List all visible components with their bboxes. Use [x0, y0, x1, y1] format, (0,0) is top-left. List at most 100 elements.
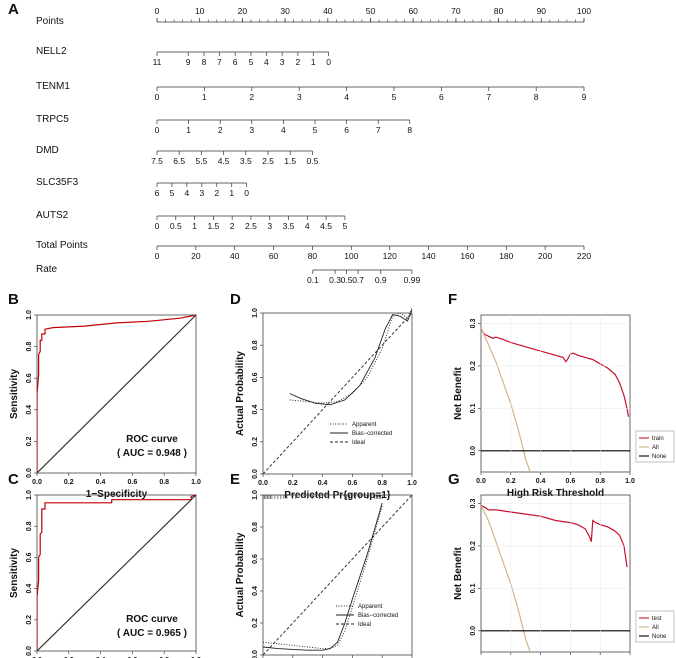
nomogram-tick-label: 6: [155, 188, 160, 198]
y-axis-title: Actual Probability: [235, 351, 246, 436]
nomogram-tick-label: 0: [155, 251, 160, 261]
nomogram-tick-label: 0.9: [375, 275, 387, 285]
x-tick-label: 0.2: [64, 479, 74, 486]
nomogram-tick-label: 6.5: [173, 156, 185, 166]
y-tick-label: 0.2: [252, 618, 259, 628]
nomogram-tick-label: 3: [280, 57, 285, 67]
nomogram-tick-label: 0: [155, 125, 160, 135]
nomogram-tick-label: 3: [249, 125, 254, 135]
y-tick-label: 0.1: [470, 583, 477, 593]
panel-letter-a: A: [8, 1, 19, 18]
x-tick-label: 0.2: [506, 478, 516, 485]
nomogram-tick-label: 60: [269, 251, 279, 261]
nomogram-tick-label: 180: [499, 251, 513, 261]
y-tick-label: 1.0: [252, 308, 259, 318]
series-line-dashed: [263, 312, 413, 474]
nomogram-tick-label: 30: [280, 6, 290, 16]
nomogram-tick-label: 11: [153, 57, 162, 67]
x-tick-label: 0.8: [377, 480, 387, 487]
nomogram-tick-label: 200: [538, 251, 552, 261]
nomogram-tick-label: 5: [343, 221, 348, 231]
nomogram-tick-label: 9: [582, 92, 587, 102]
nomogram-tick-label: 1.5: [284, 156, 296, 166]
series-line-dashed: [263, 494, 413, 655]
y-tick-label: 0.0: [470, 626, 477, 636]
y-tick-label: 0.0: [26, 646, 33, 656]
y-tick-label: 1.0: [26, 310, 33, 320]
x-tick-label: 0.2: [288, 480, 298, 487]
nomogram-tick-label: 100: [344, 251, 358, 261]
y-tick-label: 0.0: [470, 446, 477, 456]
nomogram-tick-label: 2: [218, 125, 223, 135]
nomogram-tick-label: 10: [195, 6, 205, 16]
legend-label-ideal: Ideal: [358, 622, 371, 628]
nomogram-label-points: Points: [36, 16, 64, 27]
nomogram-tick-label: 3: [267, 221, 272, 231]
y-axis-title: Sensitivity: [9, 548, 20, 598]
nomogram-tick-label: 5: [392, 92, 397, 102]
series-line-all: [481, 327, 531, 472]
series-line-dotted: [263, 506, 383, 650]
panel-letter-g: G: [448, 471, 460, 488]
y-axis-title: Actual Probability: [235, 532, 246, 617]
nomogram-tick-label: 40: [323, 6, 333, 16]
roc-annotation-title: ROC curve: [126, 434, 178, 445]
series-line-line-1: [37, 314, 197, 473]
series-line-test: [481, 505, 628, 568]
y-axis-title: Sensitivity: [9, 369, 20, 419]
nomogram-tick-label: 100: [577, 6, 591, 16]
nomogram-tick-label: 160: [460, 251, 474, 261]
y-tick-label: 0.8: [252, 522, 259, 532]
y-tick-label: 0.8: [252, 340, 259, 350]
nomogram-tick-label: 70: [451, 6, 461, 16]
calibration-test-panel: 0.00.20.40.60.81.00.00.20.40.60.81.0Pred…: [235, 490, 413, 658]
y-tick-label: 0.8: [26, 342, 33, 352]
panel-letter-b: B: [8, 291, 19, 308]
plot-frame: [480, 494, 631, 653]
nomogram-tick-label: 0.5: [307, 156, 319, 166]
nomogram-tick-label: 20: [191, 251, 201, 261]
x-axis-title: Predicted Pr{group=1}: [284, 490, 391, 501]
y-tick-label: 0.2: [252, 437, 259, 447]
nomogram-tick-label: 1: [229, 188, 234, 198]
y-tick-label: 0.4: [26, 405, 33, 415]
nomogram-tick-label: 4: [185, 188, 190, 198]
nomogram-tick-label: 20: [238, 6, 248, 16]
y-tick-label: 0.3: [470, 499, 477, 509]
nomogram-tick-label: 2: [296, 57, 301, 67]
series-line-line-0: [37, 494, 197, 651]
y-tick-label: 1.0: [26, 490, 33, 500]
nomogram-tick-label: 4: [264, 57, 269, 67]
series-line-all: [481, 505, 531, 652]
x-tick-label: 1.0: [625, 478, 635, 485]
nomogram-tick-label: 1: [311, 57, 316, 67]
nomogram-tick-label: 3.5: [240, 156, 252, 166]
series-line-solid: [263, 502, 383, 651]
roc-annotation-auc: ( AUC = 0.965 ): [117, 628, 187, 639]
nomogram-tick-label: 60: [408, 6, 418, 16]
nomogram-tick-label: 0.99: [404, 275, 421, 285]
nomogram-label-auts2: AUTS2: [36, 210, 69, 221]
y-tick-label: 0.2: [470, 541, 477, 551]
plot-frame: [36, 494, 197, 652]
nomogram-tick-label: 80: [308, 251, 318, 261]
plot-frame: [262, 312, 413, 475]
nomogram-tick-label: 1.5: [207, 221, 219, 231]
legend-label-test: test: [652, 616, 662, 622]
legend-label-all: All: [652, 625, 659, 631]
y-tick-label: 0.2: [26, 436, 33, 446]
nomogram-tick-label: 2.5: [262, 156, 274, 166]
nomogram-tick-label: 2: [249, 92, 254, 102]
nomogram-label-dmd: DMD: [36, 145, 59, 156]
series-line-dotted: [289, 308, 413, 404]
y-axis-title: Net Benefit: [453, 546, 464, 599]
nomogram-tick-label: 0: [155, 221, 160, 231]
legend-label-ideal: Ideal: [352, 440, 365, 446]
nomogram-tick-label: 80: [494, 6, 504, 16]
nomogram-tick-label: 9: [186, 57, 191, 67]
y-tick-label: 0.0: [252, 469, 259, 479]
nomogram-tick-label: 7.5: [151, 156, 163, 166]
y-tick-label: 0.6: [26, 552, 33, 562]
